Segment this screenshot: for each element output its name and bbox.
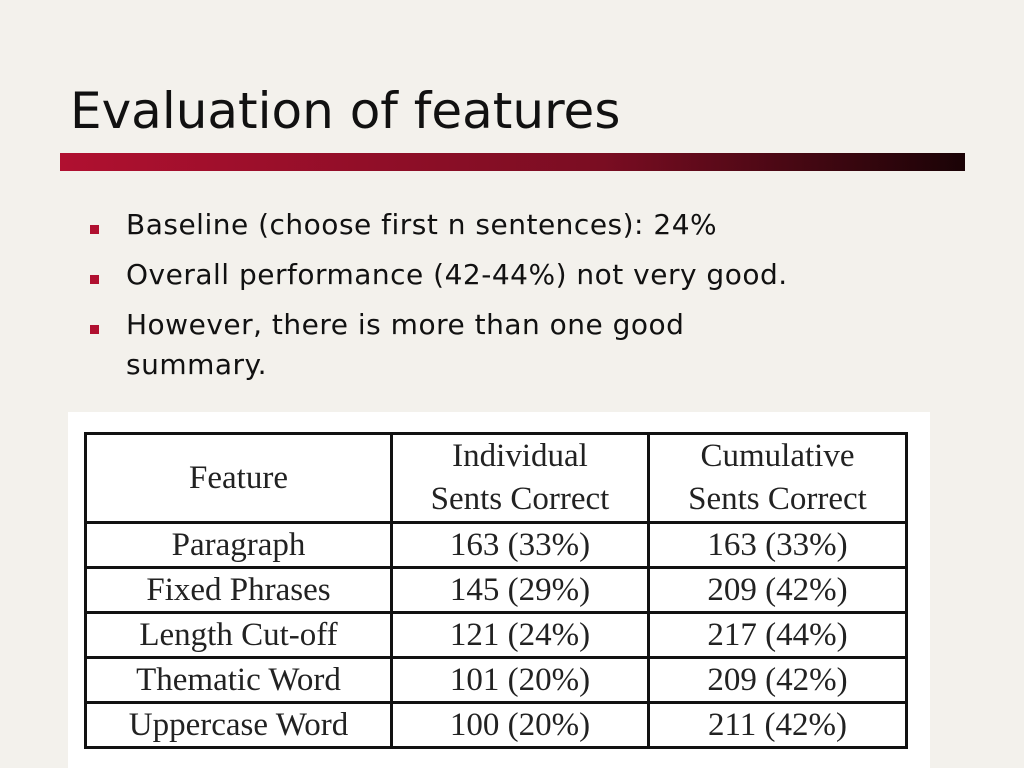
table-row: Fixed Phrases 145 (29%) 209 (42%) [84, 566, 908, 614]
table-cell: Thematic Word [84, 656, 393, 704]
title-rule [60, 153, 965, 171]
table-cell: Length Cut-off [84, 611, 393, 659]
table-cell: 163 (33%) [647, 521, 908, 569]
header-line: Sents Correct [688, 481, 867, 517]
table-cell: 121 (24%) [390, 611, 650, 659]
header-line: Feature [189, 459, 288, 496]
table-cell: Uppercase Word [84, 701, 393, 749]
bullet-list: Baseline (choose first n sentences): 24%… [88, 205, 808, 395]
table-row: Thematic Word 101 (20%) 209 (42%) [84, 656, 908, 704]
table-cell: Fixed Phrases [84, 566, 393, 614]
slide-title: Evaluation of features [70, 82, 621, 140]
header-line: Cumulative [700, 438, 855, 474]
table-cell: 209 (42%) [647, 566, 908, 614]
table-cell: 217 (44%) [647, 611, 908, 659]
table-cell: 145 (29%) [390, 566, 650, 614]
table-cell: 163 (33%) [390, 521, 650, 569]
table-row: Uppercase Word 100 (20%) 211 (42%) [84, 701, 908, 749]
header-cell: Feature [84, 432, 393, 524]
header-cell: Individual Sents Correct [390, 432, 650, 524]
header-cell: Cumulative Sents Correct [647, 432, 908, 524]
results-table: Feature Individual Sents Correct Cumulative… [84, 432, 908, 749]
bullet: Baseline (choose first n sentences): 24% [88, 205, 808, 245]
table-cell: Paragraph [84, 521, 393, 569]
table-row: Length Cut-off 121 (24%) 217 (44%) [84, 611, 908, 659]
table-image: Feature Individual Sents Correct Cumulative… [68, 412, 930, 768]
bullet: Overall performance (42-44%) not very go… [88, 255, 808, 295]
table-cell: 101 (20%) [390, 656, 650, 704]
table-cell: 100 (20%) [390, 701, 650, 749]
table-cell: 209 (42%) [647, 656, 908, 704]
bullet: However, there is more than one good sum… [88, 305, 808, 385]
header-line: Sents Correct [430, 481, 610, 517]
table-cell: 211 (42%) [647, 701, 908, 749]
table-row: Paragraph 163 (33%) 163 (33%) [84, 521, 908, 569]
header-line: Individual [452, 438, 588, 474]
